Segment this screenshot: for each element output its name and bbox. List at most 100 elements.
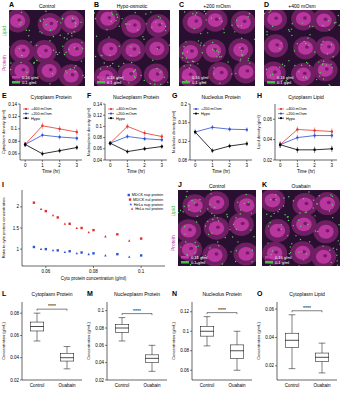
data-point: [88, 253, 90, 255]
data-point: [64, 251, 66, 253]
nucleus: [183, 45, 198, 59]
cell: [264, 10, 287, 31]
legend-marker: [110, 113, 112, 115]
panel-letter: M: [87, 290, 93, 297]
lipid-speck: [288, 196, 289, 197]
lipid-speck: [219, 18, 220, 19]
y-axis: [192, 302, 193, 380]
data-point: [140, 237, 142, 239]
data-point: [33, 246, 35, 248]
significance-label: ****: [218, 307, 226, 313]
nucleus: [122, 68, 137, 82]
x-tick-label: Control: [285, 383, 300, 388]
series-line: [195, 132, 247, 151]
x-axis: [192, 380, 252, 381]
scale-bar: [97, 76, 105, 79]
nucleus: [37, 45, 52, 59]
lipid-speck: [60, 22, 61, 23]
lipid-speck: [130, 46, 131, 47]
legend-label: HeLa nul protein: [135, 207, 163, 211]
legend-line: [23, 109, 29, 110]
lipid-speck: [301, 251, 302, 252]
error-bar: [331, 133, 332, 139]
x-tick-label: 0.06: [41, 269, 50, 274]
nucleus: [320, 197, 336, 211]
whisker-cap: [289, 314, 296, 315]
nucleolus: [216, 225, 220, 228]
cell: [234, 60, 255, 83]
lipid-speck: [272, 74, 273, 75]
plot-area: [109, 124, 163, 154]
lipid-speck: [187, 61, 188, 62]
y-tick-label: 0.16: [178, 120, 187, 125]
legend-label: +400 mOsm: [31, 107, 52, 111]
lipid-speck: [57, 54, 58, 55]
lipid-speck: [234, 31, 235, 32]
lipid-speck: [267, 242, 268, 243]
micrograph: [9, 10, 85, 86]
scale-label: 0.1 g/ml: [275, 260, 289, 265]
figure: AControl0.16 g/ml0.1 g/mlLipidProteinBHy…: [0, 0, 341, 400]
lipid-speck: [107, 66, 108, 67]
lipid-speck: [217, 217, 218, 218]
lipid-speck: [187, 51, 188, 52]
x-axis: [20, 160, 82, 161]
y-tick: [105, 380, 107, 381]
error-bar: [76, 136, 77, 141]
panel-letter: B: [94, 1, 99, 8]
x-tick-label: Ouabain: [228, 383, 246, 388]
nucleolus: [75, 47, 79, 50]
y-tick: [275, 309, 277, 310]
error-bar: [127, 124, 128, 130]
nucleolus: [158, 23, 162, 26]
lipid-speck: [190, 65, 191, 66]
lipid-speck: [312, 26, 313, 27]
lipid-speck: [189, 67, 190, 68]
series-line: [25, 144, 77, 153]
legend-label: Hypo: [116, 117, 125, 121]
lipid-speck: [20, 62, 21, 63]
median: [200, 331, 214, 332]
scale-bar: [181, 256, 189, 259]
lipid-speck: [338, 25, 339, 26]
error-bar: [212, 125, 213, 130]
whisker: [322, 362, 323, 373]
nucleus: [102, 43, 117, 57]
lipid-speck: [71, 33, 72, 34]
lipid-speck: [20, 22, 21, 23]
nucleus: [149, 42, 164, 56]
significance-bracket: [207, 313, 237, 315]
nucleus: [10, 14, 25, 28]
lipid-speck: [21, 12, 22, 13]
lipid-speck: [319, 75, 320, 76]
data-point: [58, 149, 60, 151]
lipid-speck: [62, 18, 63, 19]
data-point: [52, 249, 54, 251]
lipid-speck: [212, 42, 213, 43]
lipid-speck: [194, 242, 195, 243]
lipid-speck: [178, 212, 179, 213]
lipid-speck: [318, 61, 319, 62]
data-point: [40, 208, 42, 210]
nucleolus: [22, 68, 26, 71]
error-bar: [161, 138, 162, 142]
x-axis: [22, 380, 82, 381]
error-bar: [144, 147, 145, 151]
y-tick: [103, 137, 105, 138]
lipid-speck: [212, 49, 213, 50]
cell: [228, 38, 253, 61]
whisker-cap: [234, 370, 241, 371]
cell: [37, 59, 62, 82]
lipid-speck: [137, 29, 138, 30]
legend-marker: [131, 207, 133, 209]
scale-label: 0.1 g/ml: [107, 80, 121, 85]
nucleus: [297, 198, 313, 212]
lipid-speck: [21, 55, 22, 56]
whisker-cap: [34, 313, 41, 314]
median: [285, 340, 299, 341]
lipid-speck: [119, 26, 120, 27]
lipid-speck: [332, 204, 333, 205]
lipid-speck: [183, 65, 184, 66]
lipid-speck: [231, 73, 232, 74]
data-point: [246, 128, 248, 130]
